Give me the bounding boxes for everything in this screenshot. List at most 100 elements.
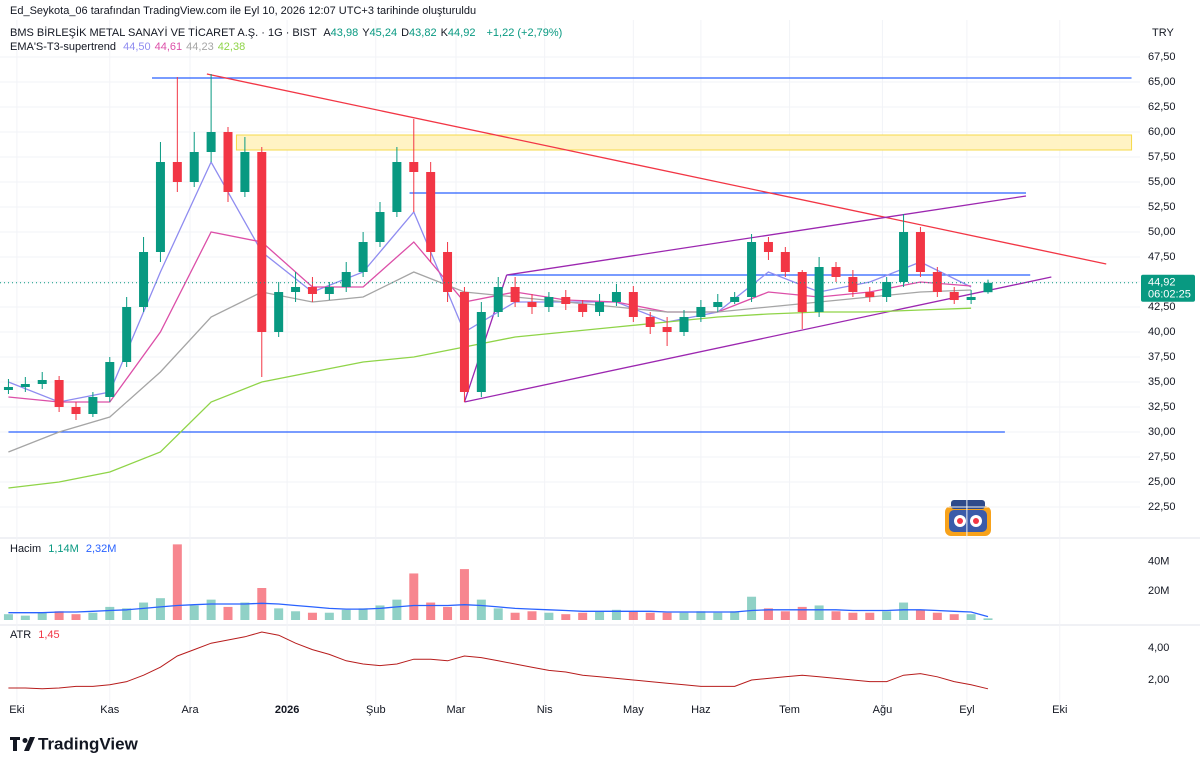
indicator-title: EMA'S-T3-supertrend bbox=[10, 41, 117, 53]
volume-bar bbox=[966, 614, 976, 620]
indicator-value: 44,23 bbox=[186, 41, 214, 53]
ohlc-value: 43,82 bbox=[409, 27, 437, 39]
volume-bar bbox=[409, 573, 419, 620]
y-tick-label: 32,50 bbox=[1148, 401, 1176, 413]
volume-bar bbox=[780, 611, 790, 620]
candle-body bbox=[274, 292, 284, 332]
last-price-tag bbox=[1141, 274, 1195, 302]
candle-body bbox=[578, 304, 588, 312]
grid bbox=[0, 20, 1140, 712]
x-tick-label: Kas bbox=[100, 704, 119, 716]
y-tick-label: 40M bbox=[1148, 556, 1169, 568]
volume-bar bbox=[20, 615, 30, 620]
x-tick-label: Eki bbox=[1052, 704, 1067, 716]
volume-bar bbox=[223, 606, 233, 620]
candle-body bbox=[341, 272, 351, 287]
x-tick-label: Ara bbox=[181, 704, 199, 716]
atr-value: 1,45 bbox=[38, 629, 60, 641]
candle-body bbox=[932, 272, 942, 292]
candle-body bbox=[476, 312, 486, 392]
volume-bar bbox=[459, 569, 469, 620]
candle-body bbox=[409, 162, 419, 172]
candle-body bbox=[71, 407, 81, 414]
y-tick-label: 4,00 bbox=[1148, 642, 1169, 654]
ema-line bbox=[8, 160, 972, 403]
candle-body bbox=[172, 162, 182, 182]
y-tick-label: 37,50 bbox=[1148, 351, 1176, 363]
volume-bar bbox=[37, 612, 47, 620]
volume-bar bbox=[392, 599, 402, 620]
candle-body bbox=[375, 212, 385, 242]
y-tick-label: 50,00 bbox=[1148, 226, 1176, 238]
y-tick-label: 57,50 bbox=[1148, 151, 1176, 163]
zone bbox=[235, 134, 1133, 151]
volume-ma-value: 2,32M bbox=[85, 543, 117, 555]
volume-bar bbox=[274, 608, 284, 620]
y-tick-label: 2,00 bbox=[1148, 674, 1169, 686]
indicator-value: 42,38 bbox=[217, 41, 246, 53]
volume-bar bbox=[155, 598, 165, 620]
symbol: BMS BİRLEŞİK METAL SANAYİ VE TİCARET A.Ş… bbox=[10, 27, 317, 39]
candle-body bbox=[257, 152, 267, 332]
volume-bar bbox=[307, 612, 317, 620]
candle-body bbox=[865, 292, 875, 297]
ema-line bbox=[8, 231, 972, 403]
atr-title: ATR bbox=[10, 629, 32, 641]
candle-body bbox=[814, 267, 824, 312]
trend-line bbox=[206, 73, 1107, 265]
candle-body bbox=[645, 317, 655, 327]
candle-body bbox=[189, 152, 199, 182]
volume-bar bbox=[358, 608, 368, 620]
ohlc-key: A bbox=[323, 27, 331, 39]
ohlc-value: 44,92 bbox=[447, 27, 476, 39]
ema-line bbox=[8, 307, 972, 489]
indicator-values: 44,50 44,61 44,23 42,38 bbox=[123, 41, 249, 53]
volume-bar bbox=[493, 608, 503, 620]
countdown: 06:02:25 bbox=[1148, 289, 1191, 301]
volume-bar bbox=[88, 612, 98, 620]
volume-bar bbox=[595, 611, 605, 620]
volume-legend: Hacim 1,14M 2,32M bbox=[10, 543, 120, 555]
y-tick-label: 30,00 bbox=[1148, 426, 1176, 438]
volume-bar bbox=[915, 609, 925, 620]
y-tick-label: 22,50 bbox=[1148, 501, 1176, 513]
y-tick-label: 67,50 bbox=[1148, 51, 1176, 63]
volume-bar bbox=[747, 596, 757, 620]
candle-body bbox=[848, 277, 858, 292]
volume-bar bbox=[443, 606, 453, 620]
x-tick-label: Tem bbox=[779, 704, 800, 716]
volume-bar bbox=[510, 612, 520, 620]
volume-bar bbox=[949, 614, 959, 620]
candle-body bbox=[730, 297, 740, 302]
x-tick-label: 2026 bbox=[275, 704, 299, 716]
candle-body bbox=[307, 287, 317, 294]
y-tick-label: 47,50 bbox=[1148, 251, 1176, 263]
ohlc-value: 43,98 bbox=[330, 27, 359, 39]
candle-body bbox=[324, 287, 334, 294]
volume-value: 1,14M bbox=[48, 543, 79, 555]
trend-line bbox=[506, 195, 1027, 276]
candle-body bbox=[240, 152, 250, 192]
candle-body bbox=[122, 307, 132, 362]
candle-body bbox=[37, 380, 47, 384]
x-tick-label: Eyl bbox=[959, 704, 974, 716]
volume-bar bbox=[172, 544, 182, 620]
candle-body bbox=[662, 327, 672, 332]
volume-bar bbox=[696, 611, 706, 620]
indicator-legend: EMA'S-T3-supertrend 44,50 44,61 44,23 42,38 bbox=[10, 41, 253, 53]
candle-body bbox=[983, 282, 993, 293]
candle-body bbox=[493, 287, 503, 312]
volume-bar bbox=[257, 588, 267, 620]
indicator-value: 44,50 bbox=[123, 41, 151, 53]
candle-body bbox=[291, 287, 301, 292]
attribution: Ed_Seykota_06 tarafından TradingView.com… bbox=[10, 5, 477, 17]
y-tick-label: 25,00 bbox=[1148, 476, 1176, 488]
y-tick-label: 62,50 bbox=[1148, 101, 1176, 113]
candle-body bbox=[696, 307, 706, 317]
x-tick-label: Şub bbox=[366, 704, 386, 716]
volume-bar bbox=[71, 614, 81, 620]
volume-bar bbox=[105, 606, 115, 620]
robot-icon bbox=[945, 500, 991, 536]
candle-body bbox=[139, 252, 149, 307]
candle-body bbox=[747, 242, 757, 297]
